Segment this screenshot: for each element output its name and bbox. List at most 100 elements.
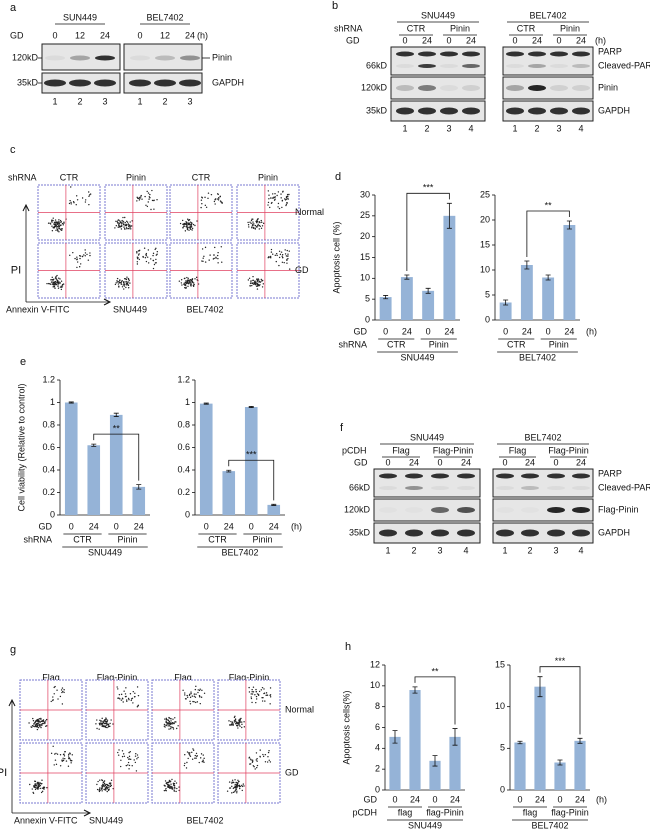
flow-dot bbox=[285, 255, 288, 257]
bar bbox=[563, 225, 576, 320]
error-bar bbox=[566, 220, 572, 230]
flow-dot bbox=[52, 283, 54, 285]
flow-dot bbox=[103, 788, 105, 791]
flow-dot bbox=[57, 287, 60, 289]
flow-dot bbox=[187, 282, 189, 284]
flow-dot bbox=[55, 276, 57, 279]
flow-dot bbox=[51, 279, 53, 281]
flow-dot bbox=[67, 765, 70, 767]
flow-dot bbox=[167, 719, 169, 721]
flow-dot bbox=[123, 755, 126, 757]
flow-dot bbox=[67, 755, 70, 757]
flow-dot bbox=[268, 194, 270, 196]
flow-dot bbox=[45, 718, 48, 721]
flow-dot bbox=[170, 717, 172, 720]
bar bbox=[514, 742, 526, 790]
y-tick-label: 2 bbox=[375, 764, 380, 774]
flow-dot bbox=[136, 263, 139, 265]
time-label: 0 bbox=[137, 30, 142, 40]
x-tick-label: 0 bbox=[249, 521, 254, 531]
flow-dot bbox=[101, 790, 103, 792]
flow-dot bbox=[200, 199, 203, 201]
x-tick-label: 24 bbox=[402, 326, 412, 336]
flow-dot bbox=[104, 726, 106, 728]
flow-dot bbox=[253, 765, 255, 768]
flow-dot bbox=[124, 278, 127, 280]
group-label: Pinin bbox=[549, 339, 569, 349]
flow-dot bbox=[138, 250, 140, 252]
blot-band bbox=[379, 529, 397, 537]
flow-dot bbox=[189, 755, 192, 757]
blot-band bbox=[405, 486, 423, 490]
blot-frame bbox=[390, 100, 486, 122]
flow-dot bbox=[195, 276, 198, 279]
x-tick-label: 0 bbox=[114, 521, 119, 531]
flow-dot bbox=[49, 283, 52, 285]
flow-dot bbox=[117, 283, 120, 285]
flow-dot bbox=[105, 724, 107, 727]
flow-dot bbox=[210, 193, 213, 196]
flow-dot bbox=[55, 229, 57, 231]
flow-dot bbox=[127, 281, 129, 283]
flow-dot bbox=[237, 722, 239, 724]
flow-dot bbox=[61, 286, 63, 289]
marker: 35kD bbox=[366, 105, 388, 115]
flow-dot bbox=[251, 759, 254, 761]
flow-dot bbox=[165, 787, 167, 790]
blot-frame bbox=[390, 46, 486, 76]
column-label: Flag bbox=[174, 672, 192, 682]
flow-dot bbox=[269, 197, 272, 199]
flow-dot bbox=[189, 752, 191, 754]
flow-dot bbox=[284, 253, 287, 255]
flow-dot bbox=[38, 718, 40, 720]
flow-dot bbox=[184, 754, 186, 756]
flow-dot bbox=[128, 225, 130, 228]
flow-dot bbox=[129, 221, 131, 223]
flow-dot bbox=[231, 781, 233, 783]
flow-dot bbox=[129, 758, 132, 761]
flow-dot bbox=[184, 762, 186, 765]
flow-dot bbox=[37, 722, 40, 724]
flow-dot bbox=[134, 692, 136, 695]
flow-dot bbox=[184, 277, 186, 279]
flow-dot bbox=[216, 254, 219, 257]
blot-band bbox=[521, 507, 539, 513]
flow-dot bbox=[191, 281, 193, 283]
flow-dot bbox=[176, 787, 178, 790]
flow-dot bbox=[61, 703, 64, 705]
flow-dot bbox=[183, 764, 186, 767]
flow-dot bbox=[99, 787, 101, 789]
flow-dot bbox=[243, 726, 246, 728]
flow-dot bbox=[34, 788, 37, 791]
flow-dot bbox=[139, 196, 141, 199]
bar bbox=[429, 760, 441, 790]
lane-number: 3 bbox=[556, 123, 561, 133]
flow-dot bbox=[178, 280, 181, 282]
flow-dot bbox=[76, 258, 78, 260]
flow-dot bbox=[264, 761, 267, 763]
flow-dot bbox=[173, 722, 175, 724]
flow-dot bbox=[285, 197, 288, 199]
lane-number: 4 bbox=[578, 545, 583, 555]
flow-dot bbox=[52, 217, 54, 219]
blot-band bbox=[572, 507, 590, 513]
flow-dot bbox=[60, 229, 63, 232]
error-bar bbox=[404, 274, 410, 280]
flow-dot bbox=[117, 754, 120, 756]
flow-dot bbox=[125, 286, 127, 289]
flow-dot bbox=[195, 693, 197, 695]
y-tick-label: 0.4 bbox=[177, 464, 190, 474]
flow-dot bbox=[239, 720, 241, 723]
flow-dot bbox=[186, 751, 189, 753]
flow-dot bbox=[32, 720, 35, 722]
x-tick-label: 24 bbox=[269, 521, 279, 531]
x-tick-label: 24 bbox=[410, 794, 420, 804]
flow-dot bbox=[117, 224, 120, 226]
flow-dot bbox=[99, 779, 101, 781]
flow-dot bbox=[255, 698, 258, 700]
error-bar bbox=[524, 260, 530, 270]
flow-dot bbox=[256, 226, 258, 228]
flow-dot bbox=[280, 251, 283, 253]
flow-dot bbox=[216, 193, 219, 195]
flow-dot bbox=[41, 787, 44, 789]
